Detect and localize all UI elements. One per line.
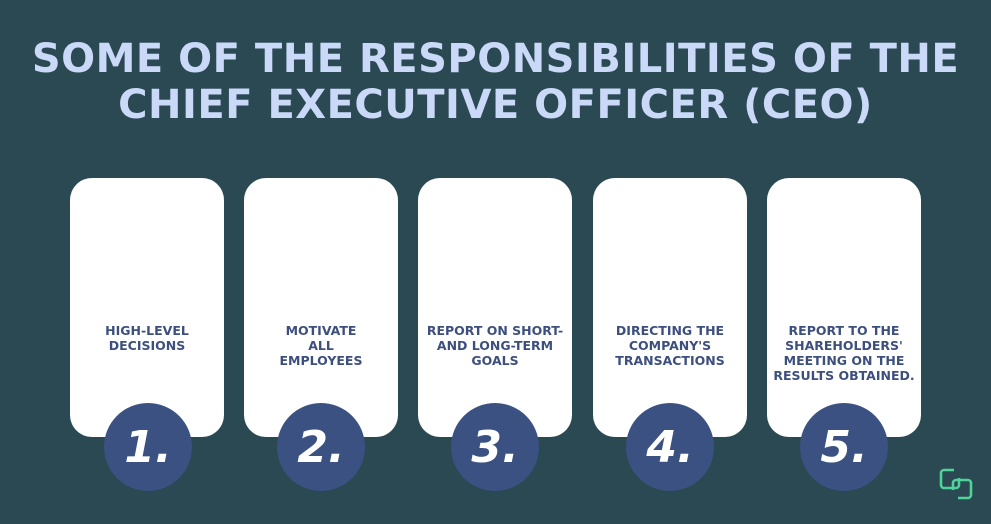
responsibility-card-4: DIRECTING THE COMPANY'S TRANSACTIONS	[593, 178, 747, 437]
linked-squares-logo-icon	[939, 468, 973, 500]
responsibility-card-3: REPORT ON SHORT- AND LONG-TERM GOALS	[418, 178, 572, 437]
card-text: MOTIVATE ALL EMPLOYEES	[279, 323, 363, 368]
title-line-1: SOME OF THE RESPONSIBILITIES OF THE	[31, 36, 960, 82]
number-badge-3: 3.	[451, 403, 539, 491]
page-title: SOME OF THE RESPONSIBILITIES OF THE CHIE…	[0, 36, 991, 128]
card-text: HIGH-LEVEL DECISIONS	[105, 323, 189, 353]
number-badge-2: 2.	[277, 403, 365, 491]
card-text: REPORT ON SHORT- AND LONG-TERM GOALS	[426, 323, 564, 368]
responsibility-card-5: REPORT TO THE SHAREHOLDERS' MEETING ON T…	[767, 178, 921, 437]
responsibility-card-1: HIGH-LEVEL DECISIONS	[70, 178, 224, 437]
card-text: REPORT TO THE SHAREHOLDERS' MEETING ON T…	[773, 323, 915, 383]
title-line-2: CHIEF EXECUTIVE OFFICER (CEO)	[118, 82, 873, 128]
responsibility-card-2: MOTIVATE ALL EMPLOYEES	[244, 178, 398, 437]
card-text: DIRECTING THE COMPANY'S TRANSACTIONS	[615, 323, 725, 368]
number-badge-5: 5.	[800, 403, 888, 491]
number-badge-4: 4.	[626, 403, 714, 491]
number-badge-1: 1.	[104, 403, 192, 491]
